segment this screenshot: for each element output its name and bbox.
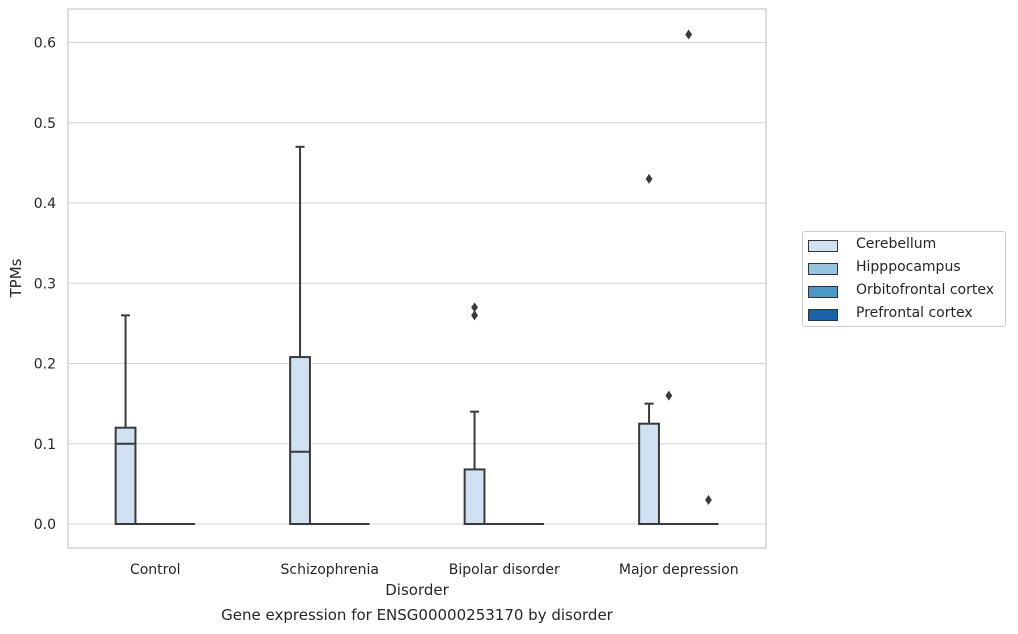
box-orbitofrontal-cortex bbox=[678, 29, 699, 525]
box-body bbox=[289, 356, 311, 525]
y-tick-labels: 0.0 0.1 0.2 0.3 0.4 0.5 0.6 bbox=[34, 36, 56, 534]
x-tick-label: Control bbox=[130, 562, 181, 578]
outlier-point bbox=[685, 29, 693, 40]
legend: Cerebellum Hipppocampus Orbitofrontal co… bbox=[802, 231, 1006, 327]
legend-label: Prefrontal cortex bbox=[856, 305, 973, 321]
y-tick-label: 0.4 bbox=[34, 196, 56, 212]
x-tick-label: Bipolar disorder bbox=[449, 562, 560, 578]
legend-swatch bbox=[808, 309, 838, 321]
legend-label: Cerebellum bbox=[856, 236, 937, 252]
x-tick-label: Schizophrenia bbox=[281, 562, 379, 578]
y-tick-label: 0.3 bbox=[34, 276, 56, 292]
plot-area-frame bbox=[67, 8, 767, 549]
legend-label: Orbitofrontal cortex bbox=[856, 282, 994, 298]
box-series bbox=[114, 29, 719, 526]
box-cerebellum bbox=[114, 314, 137, 526]
y-tick-label: 0.6 bbox=[34, 36, 56, 52]
y-tick-label: 0.2 bbox=[34, 357, 56, 373]
outlier-point bbox=[705, 494, 712, 505]
box-body bbox=[114, 426, 137, 526]
legend-item-prefrontal-cortex: Prefrontal cortex bbox=[808, 304, 1004, 324]
outlier-point bbox=[471, 310, 478, 321]
outlier-point bbox=[471, 302, 478, 313]
legend-swatch bbox=[808, 240, 838, 252]
legend-item-cerebellum: Cerebellum bbox=[808, 235, 1004, 255]
legend-swatch bbox=[808, 263, 838, 275]
legend-swatch bbox=[808, 286, 838, 298]
box-cerebellum bbox=[638, 173, 660, 525]
outlier-point bbox=[665, 390, 673, 401]
box-prefrontal-cortex bbox=[698, 494, 719, 525]
legend-item-orbitofrontal-cortex: Orbitofrontal cortex bbox=[808, 281, 1004, 301]
x-tick-labels: Control Schizophrenia Bipolar disorder Majo… bbox=[130, 562, 739, 578]
x-tick-label: Major depression bbox=[619, 562, 739, 578]
box-body bbox=[638, 422, 660, 525]
y-tick-label: 0.5 bbox=[34, 116, 56, 132]
box-hipppocampus bbox=[658, 390, 679, 525]
box-body bbox=[463, 468, 486, 525]
legend-label: Hipppocampus bbox=[856, 259, 961, 275]
box-cerebellum bbox=[289, 145, 311, 525]
y-tick-label: 0.0 bbox=[34, 517, 56, 533]
x-axis-label: Disorder bbox=[385, 581, 449, 599]
y-tick-label: 0.1 bbox=[34, 437, 56, 453]
gridlines bbox=[68, 41, 766, 525]
legend-item-hippocampus: Hipppocampus bbox=[808, 258, 1004, 278]
chart-caption: Gene expression for ENSG00000253170 by d… bbox=[221, 606, 613, 624]
outlier-point bbox=[645, 173, 653, 184]
box-cerebellum bbox=[463, 302, 486, 525]
y-axis-label: TPMs bbox=[7, 258, 25, 298]
